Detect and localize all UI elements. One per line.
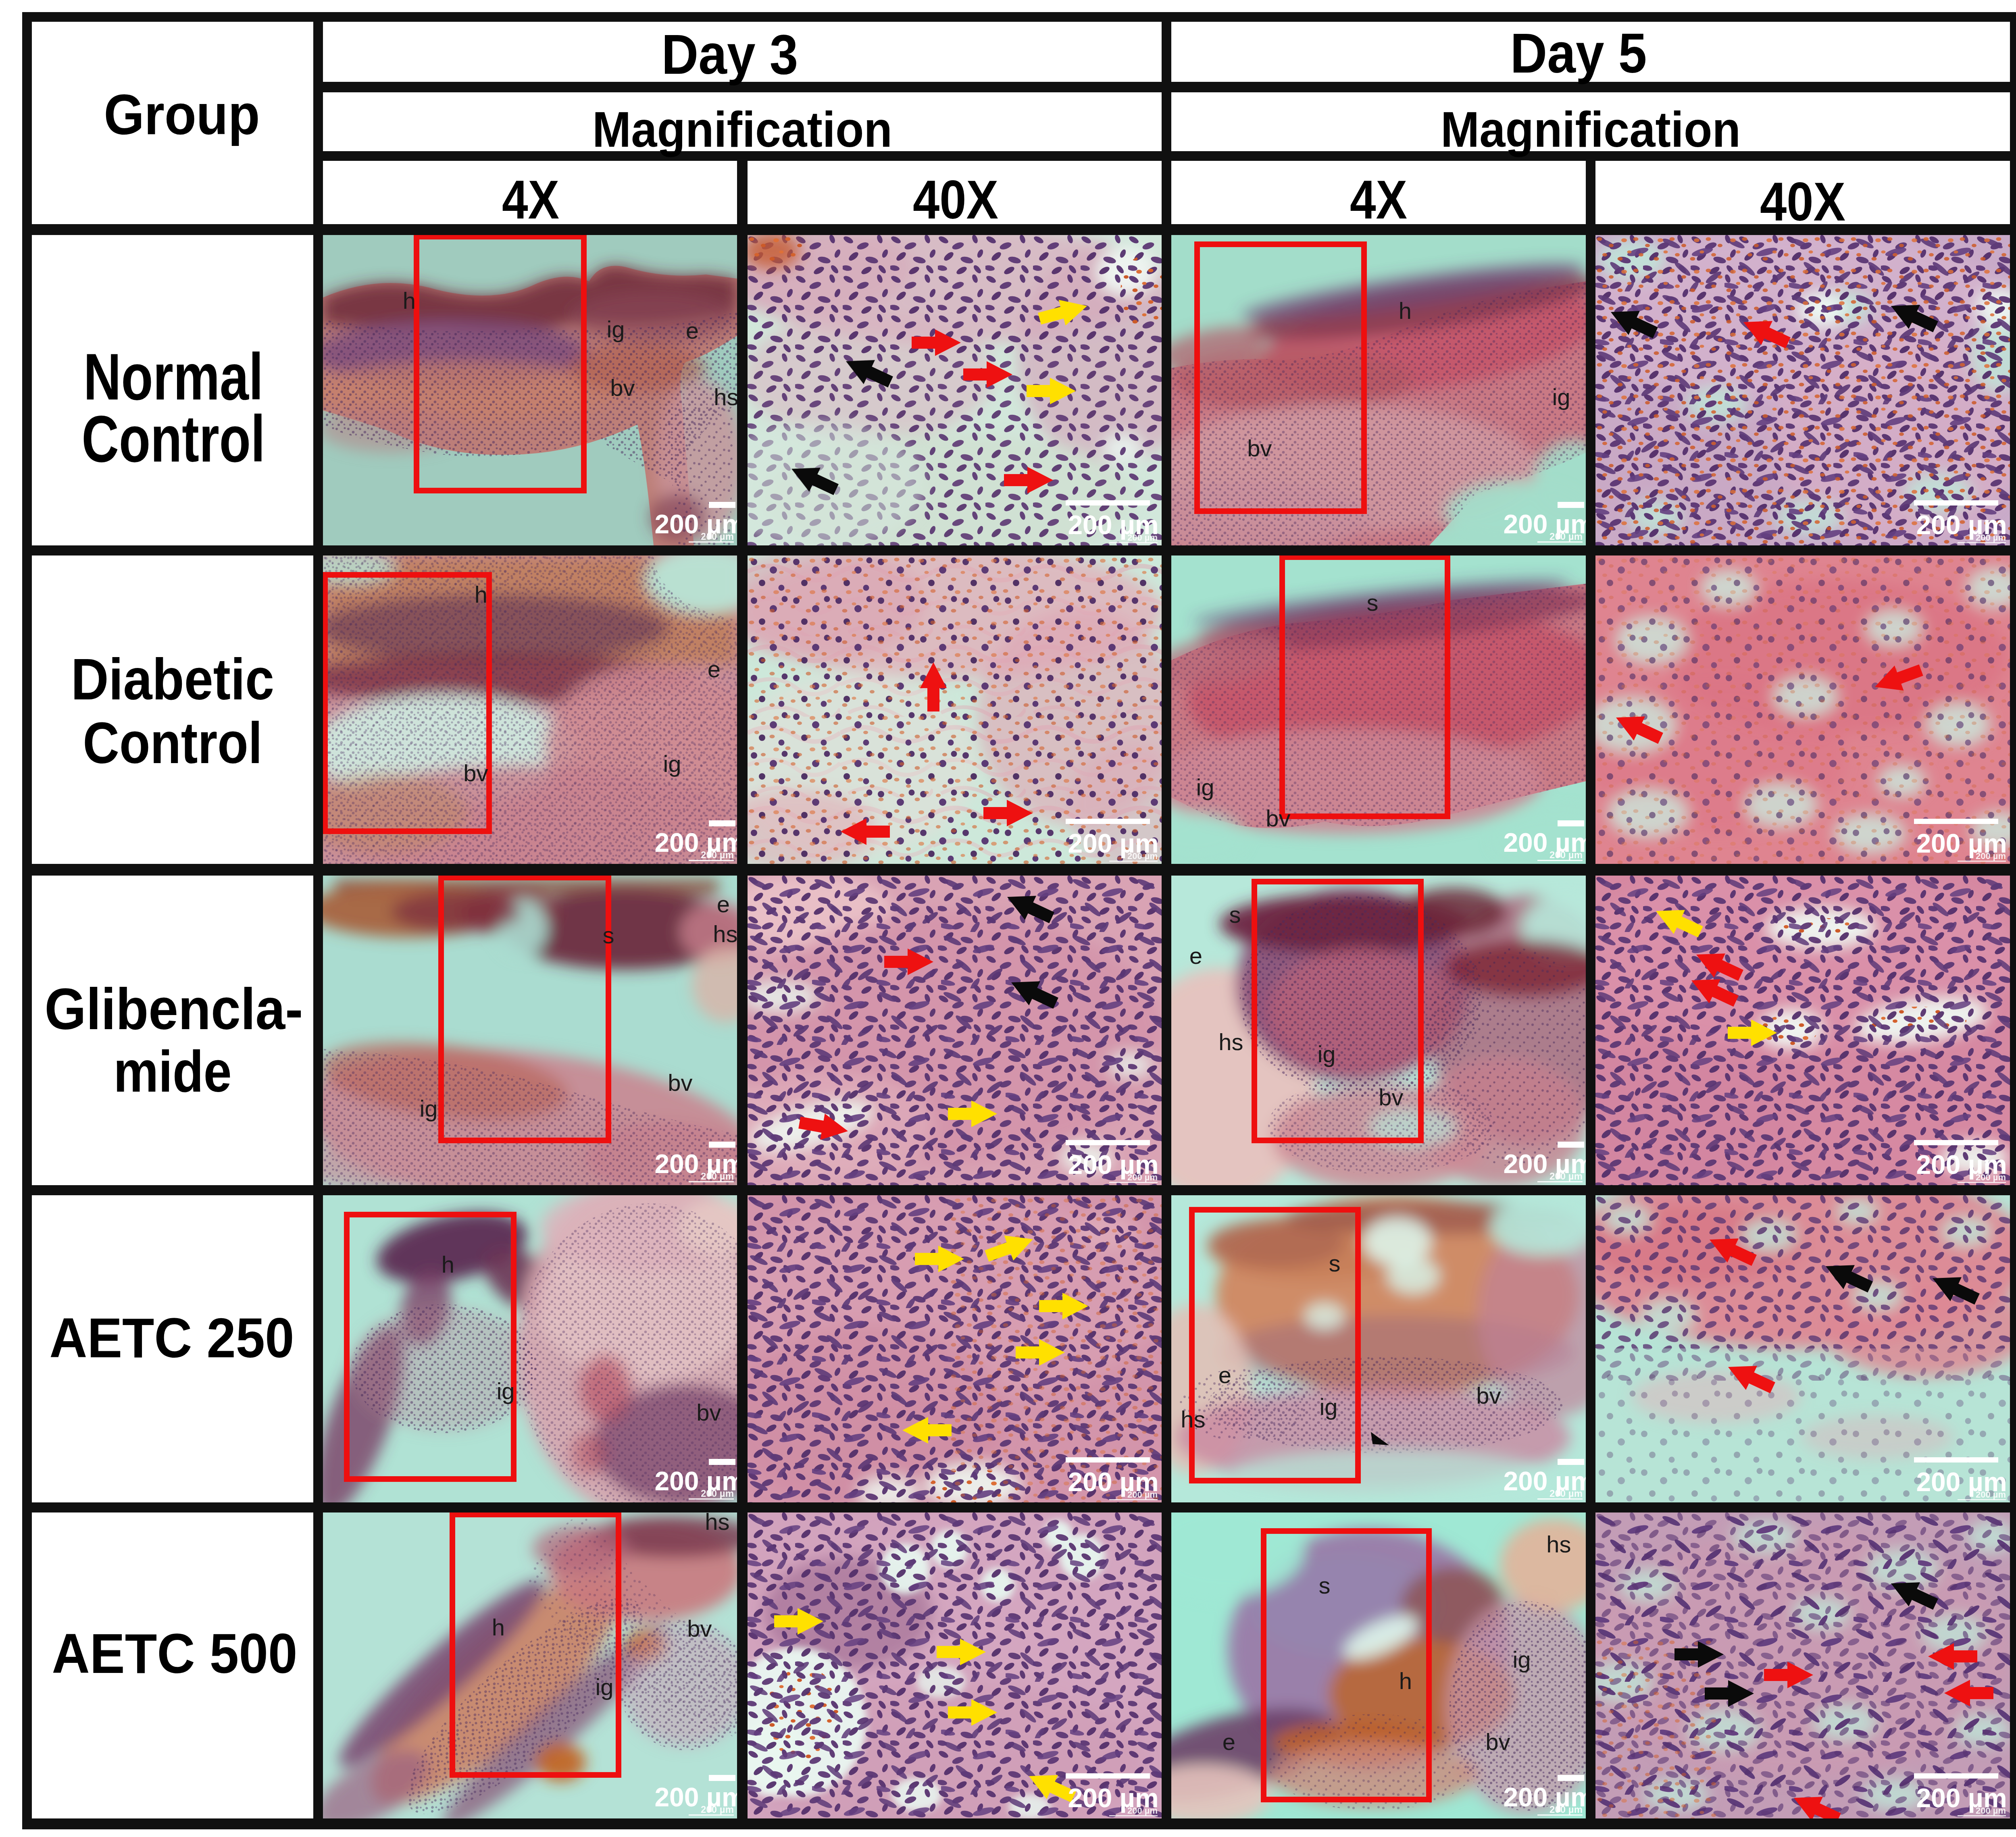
svg-text:s: s xyxy=(1329,1250,1341,1276)
svg-text:200 µm: 200 µm xyxy=(1976,1490,2006,1500)
svg-text:Magnification: Magnification xyxy=(1441,102,1741,157)
svg-text:ig: ig xyxy=(663,751,681,777)
svg-text:200 µm: 200 µm xyxy=(1976,533,2006,543)
svg-text:bv: bv xyxy=(610,374,635,401)
svg-text:e: e xyxy=(1218,1362,1231,1388)
svg-text:s: s xyxy=(1319,1572,1331,1598)
svg-text:AETC 500: AETC 500 xyxy=(52,1622,298,1685)
svg-text:200 µm: 200 µm xyxy=(1976,1806,2006,1816)
svg-text:h: h xyxy=(1399,297,1412,324)
svg-text:Control: Control xyxy=(83,711,262,776)
svg-text:bv: bv xyxy=(687,1615,712,1641)
svg-text:200 µm: 200 µm xyxy=(1127,1806,1158,1816)
svg-text:ig: ig xyxy=(1319,1394,1337,1420)
svg-text:hs: hs xyxy=(1218,1029,1243,1055)
svg-text:e: e xyxy=(1189,942,1202,969)
svg-text:Day 5: Day 5 xyxy=(1510,21,1647,85)
svg-text:s: s xyxy=(1229,901,1241,928)
svg-text:bv: bv xyxy=(696,1399,721,1425)
svg-text:Day 3: Day 3 xyxy=(662,23,798,86)
svg-text:bv: bv xyxy=(668,1069,692,1096)
svg-text:200 µm: 200 µm xyxy=(1127,533,1158,543)
svg-text:h: h xyxy=(475,581,487,607)
svg-text:200 µm: 200 µm xyxy=(1976,1172,2006,1182)
svg-text:e: e xyxy=(708,656,721,682)
svg-text:h: h xyxy=(442,1251,454,1277)
svg-text:e: e xyxy=(686,317,699,343)
svg-text:200 µm: 200 µm xyxy=(1549,1488,1583,1499)
svg-text:bv: bv xyxy=(463,760,488,786)
svg-text:40X: 40X xyxy=(1760,171,1845,232)
svg-text:bv: bv xyxy=(1476,1382,1501,1408)
svg-text:ig: ig xyxy=(1512,1646,1531,1673)
svg-text:bv: bv xyxy=(1485,1729,1510,1755)
svg-text:Control: Control xyxy=(82,402,265,476)
svg-text:ig: ig xyxy=(1552,384,1570,410)
svg-text:200 µm: 200 µm xyxy=(1976,851,2006,861)
svg-text:bv: bv xyxy=(1266,805,1290,831)
svg-text:200 µm: 200 µm xyxy=(701,1171,734,1182)
svg-text:200 µm: 200 µm xyxy=(701,1804,734,1815)
svg-text:Group: Group xyxy=(104,83,260,146)
svg-text:ig: ig xyxy=(1196,774,1214,800)
svg-text:s: s xyxy=(603,922,614,948)
svg-text:4X: 4X xyxy=(1350,169,1407,230)
svg-text:200 µm: 200 µm xyxy=(1127,851,1158,861)
svg-text:ig: ig xyxy=(496,1378,514,1404)
svg-text:200 µm: 200 µm xyxy=(701,1488,734,1499)
svg-text:hs: hs xyxy=(713,921,737,947)
svg-text:bv: bv xyxy=(1379,1084,1403,1110)
svg-text:s: s xyxy=(1367,589,1379,616)
svg-text:200 µm: 200 µm xyxy=(1127,1172,1158,1182)
svg-text:hs: hs xyxy=(1181,1406,1205,1432)
svg-text:200 µm: 200 µm xyxy=(1127,1490,1158,1500)
svg-text:h: h xyxy=(1399,1668,1412,1694)
svg-text:h: h xyxy=(403,287,416,314)
svg-text:Glibencla-: Glibencla- xyxy=(45,977,303,1042)
svg-text:mide: mide xyxy=(114,1039,232,1104)
svg-text:AETC 250: AETC 250 xyxy=(50,1306,294,1369)
svg-text:ig: ig xyxy=(606,316,625,342)
svg-text:e: e xyxy=(717,891,730,917)
svg-text:h: h xyxy=(492,1614,505,1640)
svg-text:200 µm: 200 µm xyxy=(701,531,734,542)
svg-text:4X: 4X xyxy=(502,169,559,230)
svg-text:200 µm: 200 µm xyxy=(1549,1804,1583,1815)
svg-text:200 µm: 200 µm xyxy=(1549,849,1583,860)
svg-text:200 µm: 200 µm xyxy=(1549,1171,1583,1182)
svg-text:Magnification: Magnification xyxy=(592,102,892,157)
svg-text:hs: hs xyxy=(1546,1531,1571,1557)
svg-text:e: e xyxy=(1223,1729,1235,1755)
svg-text:40X: 40X xyxy=(913,169,998,230)
svg-text:200 µm: 200 µm xyxy=(701,849,734,860)
svg-text:bv: bv xyxy=(1247,435,1272,461)
svg-text:200 µm: 200 µm xyxy=(1549,531,1583,542)
svg-text:ig: ig xyxy=(419,1095,437,1121)
svg-text:Diabetic: Diabetic xyxy=(71,647,274,712)
svg-text:hs: hs xyxy=(714,384,738,410)
svg-text:ig: ig xyxy=(1317,1041,1335,1067)
svg-text:ig: ig xyxy=(595,1674,613,1700)
